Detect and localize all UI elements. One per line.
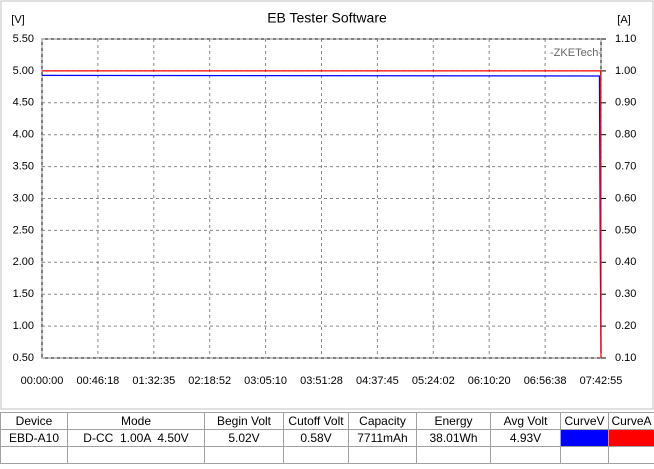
info-table: Device Mode Begin Volt Cutoff Volt Capac… — [0, 412, 654, 464]
y-tick-label: 5.50 — [13, 33, 34, 45]
header-cell: Cutoff Volt — [283, 412, 349, 430]
y-tick-label: 5.00 — [13, 65, 34, 77]
cell: EBD-A10 — [0, 429, 68, 447]
y-tick-label: 4.50 — [13, 97, 34, 109]
curve-swatch[interactable] — [608, 429, 654, 447]
cell: 4.93V — [490, 429, 561, 447]
header-cell: Avg Volt — [490, 412, 561, 430]
header-cell: Capacity — [348, 412, 417, 430]
y-axis-label: [V] — [11, 14, 24, 26]
chart-frame — [0, 0, 654, 410]
y2-tick-label: 0.20 — [615, 320, 636, 332]
x-tick-label: 02:18:52 — [188, 375, 231, 387]
header-cell: Mode — [67, 412, 205, 430]
y-tick-label: 2.00 — [13, 256, 34, 268]
data-row: EBD-A10 D-CC 1.00A 4.50V 5.02V 0.58V 771… — [0, 429, 654, 447]
header-cell: Device — [0, 412, 68, 430]
chart-title: EB Tester Software — [267, 10, 387, 26]
annotation: -ZKETech- — [550, 47, 602, 59]
cell: 0.58V — [283, 429, 349, 447]
empty-row — [0, 446, 654, 464]
y-tick-label: 3.50 — [13, 161, 34, 173]
x-tick-label: 07:42:55 — [580, 375, 623, 387]
y2-tick-label: 0.40 — [615, 256, 636, 268]
y2-tick-label: 0.10 — [615, 352, 636, 364]
y-tick-label: 1.00 — [13, 320, 34, 332]
chart: EB Tester Software [V] [A] -ZKETech- 0.5… — [0, 0, 654, 410]
header-cell: CurveA — [608, 412, 654, 430]
series-line — [42, 70, 602, 359]
header-cell: CurveV — [560, 412, 609, 430]
header-cell: Begin Volt — [204, 412, 284, 430]
x-tick-label: 03:51:28 — [300, 375, 343, 387]
cell: 38.01Wh — [416, 429, 491, 447]
y2-tick-label: 1.00 — [615, 65, 636, 77]
x-tick-label: 04:37:45 — [356, 375, 399, 387]
x-tick-label: 00:00:00 — [21, 375, 64, 387]
y-tick-label: 1.50 — [13, 288, 34, 300]
curve-swatch[interactable] — [560, 429, 609, 447]
y2-tick-label: 0.30 — [615, 288, 636, 300]
cell: 5.02V — [204, 429, 284, 447]
y2-tick-label: 0.50 — [615, 224, 636, 236]
x-tick-label: 03:05:10 — [244, 375, 287, 387]
y-tick-label: 4.00 — [13, 129, 34, 141]
y2-tick-label: 1.10 — [615, 33, 636, 45]
x-tick-label: 06:10:20 — [468, 375, 511, 387]
y2-axis-label: [A] — [617, 14, 630, 26]
cell: D-CC 1.00A 4.50V — [67, 429, 205, 447]
header-cell: Energy — [416, 412, 491, 430]
y2-tick-label: 0.80 — [615, 129, 636, 141]
x-tick-label: 05:24:02 — [412, 375, 455, 387]
y2-tick-label: 0.60 — [615, 192, 636, 204]
cell: 7711mAh — [348, 429, 417, 447]
x-tick-label: 01:32:35 — [132, 375, 175, 387]
x-tick-label: 00:46:18 — [76, 375, 119, 387]
header-row: Device Mode Begin Volt Cutoff Volt Capac… — [0, 412, 654, 430]
y-tick-label: 0.50 — [13, 352, 34, 364]
y2-tick-label: 0.70 — [615, 161, 636, 173]
y-tick-label: 2.50 — [13, 224, 34, 236]
y-tick-label: 3.00 — [13, 192, 34, 204]
x-tick-label: 06:56:38 — [524, 375, 567, 387]
y2-tick-label: 0.90 — [615, 97, 636, 109]
